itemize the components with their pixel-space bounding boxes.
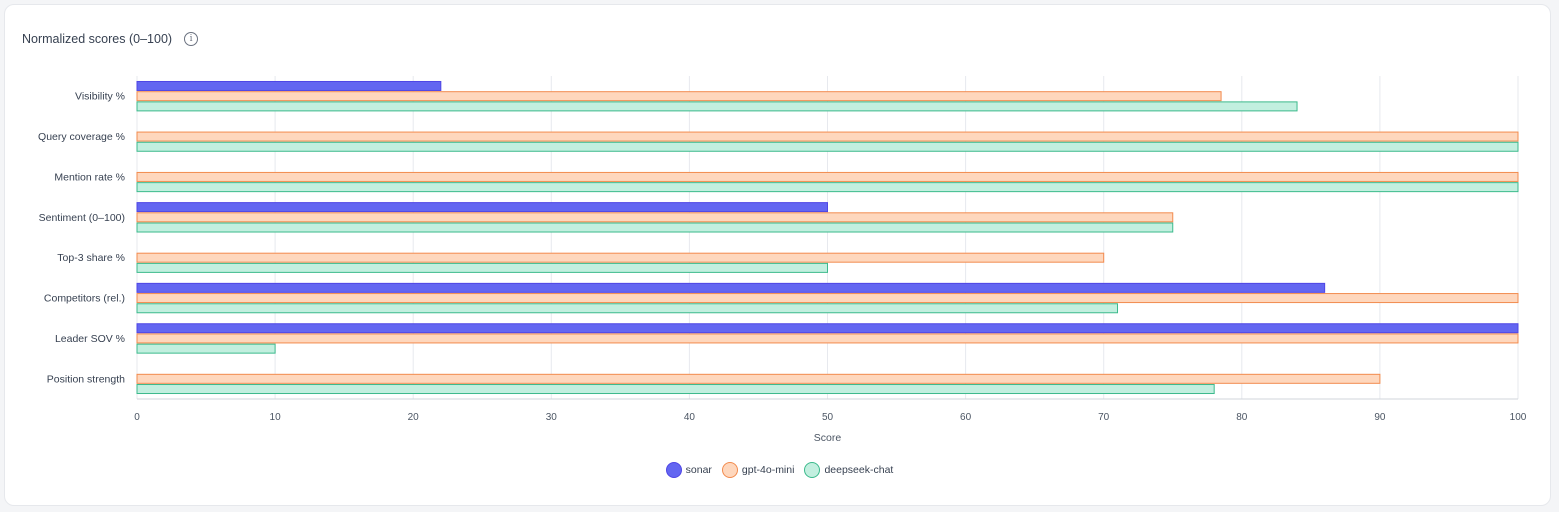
y-category-label: Leader SOV %: [55, 333, 125, 345]
bar-gpt-4o-mini: [136, 373, 1381, 384]
chart-title: Normalized scores (0–100): [22, 32, 173, 46]
y-category-label: Top-3 share %: [57, 252, 125, 264]
info-icon[interactable]: i: [184, 32, 199, 46]
x-tick-label: 30: [546, 412, 558, 423]
bar-sonar: [136, 282, 1326, 293]
bar-gpt-4o-mini: [136, 252, 1105, 263]
x-tick-label: 90: [1374, 412, 1386, 423]
legend-swatch: [665, 462, 682, 478]
chart-legend: sonar gpt-4o-mini deepseek-chat: [0, 462, 1559, 478]
x-tick-label: 0: [134, 412, 140, 423]
y-category-label: Competitors (rel.): [44, 293, 125, 305]
legend-label: sonar: [685, 464, 712, 476]
y-category-label: Mention rate %: [54, 171, 125, 183]
bar-sonar: [136, 323, 1519, 334]
x-tick-label: 50: [822, 412, 834, 423]
bar-gpt-4o-mini: [136, 212, 1174, 223]
x-tick-label: 20: [408, 412, 420, 423]
bar-gpt-4o-mini: [136, 333, 1519, 344]
bar-deepseek-chat: [136, 343, 276, 354]
y-category-label: Visibility %: [75, 91, 125, 103]
legend-label: gpt-4o-mini: [741, 464, 795, 476]
x-axis-title: Score: [814, 432, 842, 444]
legend-swatch: [721, 462, 738, 478]
legend-item-deepseek-chat[interactable]: deepseek-chat: [804, 462, 893, 478]
legend-swatch: [804, 462, 821, 478]
bar-deepseek-chat: [136, 262, 828, 273]
y-category-label: Position strength: [47, 373, 125, 385]
bar-deepseek-chat: [136, 303, 1119, 314]
x-tick-label: 80: [1236, 412, 1248, 423]
bar-deepseek-chat: [136, 222, 1174, 233]
x-tick-label: 70: [1098, 412, 1110, 423]
x-tick-label: 60: [960, 412, 972, 423]
bar-gpt-4o-mini: [136, 171, 1519, 182]
legend-item-gpt-4o-mini[interactable]: gpt-4o-mini: [721, 462, 795, 478]
bar-sonar: [136, 202, 828, 213]
bar-deepseek-chat: [136, 182, 1519, 193]
x-tick-label: 100: [1510, 412, 1527, 423]
bar-deepseek-chat: [136, 141, 1519, 152]
y-category-label: Sentiment (0–100): [39, 212, 125, 224]
chart-header: Normalized scores (0–100) i: [22, 32, 199, 46]
bar-sonar: [136, 80, 442, 91]
bar-gpt-4o-mini: [136, 131, 1519, 142]
y-category-label: Query coverage %: [38, 131, 125, 143]
bar-deepseek-chat: [136, 384, 1215, 395]
bar-deepseek-chat: [136, 101, 1298, 112]
legend-label: deepseek-chat: [824, 464, 894, 476]
x-tick-label: 10: [270, 412, 282, 423]
legend-item-sonar[interactable]: sonar: [665, 462, 712, 478]
x-tick-label: 40: [684, 412, 696, 423]
bar-gpt-4o-mini: [136, 91, 1222, 102]
bar-gpt-4o-mini: [136, 293, 1519, 304]
